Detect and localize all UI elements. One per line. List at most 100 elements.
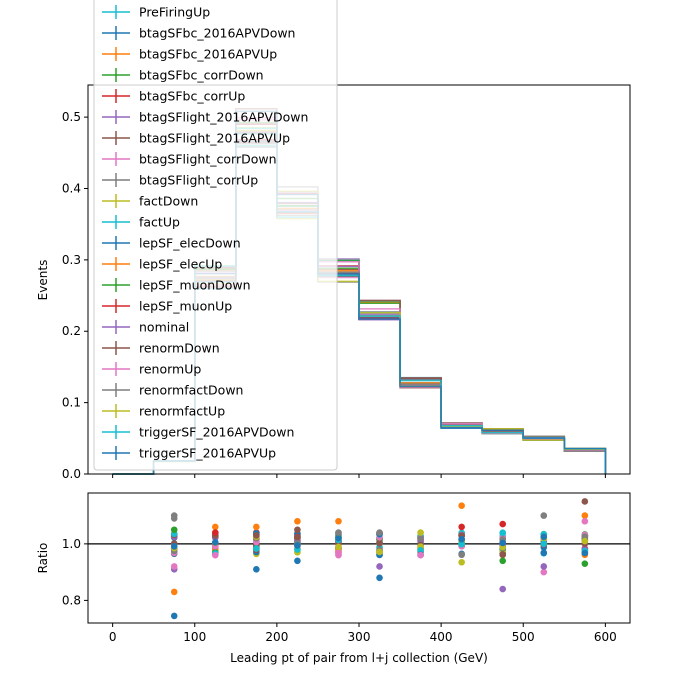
legend-entry: btagSFbc_corrDown	[102, 68, 264, 83]
ratio-point	[417, 534, 424, 542]
legend-box	[93, 0, 338, 471]
ratio-panel-axes: 0 100 200 300 400 500 600 0.8 1.0	[62, 537, 617, 644]
x-tick-label: 0	[109, 630, 117, 644]
legend-label: lepSF_muonDown	[139, 278, 251, 293]
legend-label: btagSFbc_corrUp	[139, 89, 245, 104]
top-y-axis-label: Events	[36, 260, 50, 301]
legend-entry: triggerSF_2016APVDown	[102, 425, 294, 440]
top-y-tick-label: 0.5	[62, 110, 81, 124]
ratio-point	[294, 526, 301, 534]
ratio-axes-frame	[87, 492, 631, 624]
top-panel-axes: 0.0 0.1 0.2 0.3 0.4 0.5	[62, 110, 606, 481]
ratio-y-axis-label: Ratio	[36, 543, 50, 574]
ratio-point	[458, 535, 465, 543]
legend: PreFiringUp btagSFbc_2016APVDown btagSFbc_…	[93, 0, 338, 471]
legend-label: PreFiringUp	[139, 5, 210, 20]
legend-entry: triggerSF_2016APVUp	[102, 446, 276, 461]
ratio-point	[417, 551, 424, 559]
legend-entry: renormUp	[102, 362, 201, 377]
legend-label: nominal	[139, 320, 189, 335]
legend-label: btagSFlight_2016APVDown	[139, 110, 308, 125]
x-tick-label: 600	[594, 630, 617, 644]
legend-label: btagSFlight_2016APVUp	[139, 131, 290, 146]
ratio-y-tick-label: 0.8	[62, 593, 81, 607]
legend-label: triggerSF_2016APVDown	[139, 425, 294, 440]
ratio-point	[499, 557, 507, 565]
legend-label: renormfactDown	[139, 383, 243, 398]
legend-label: btagSFbc_corrDown	[139, 68, 264, 83]
ratio-point	[253, 545, 260, 552]
ratio-point	[499, 585, 507, 593]
ratio-point	[211, 539, 219, 546]
legend-entry: btagSFlight_2016APVUp	[102, 131, 290, 146]
ratio-point	[170, 563, 178, 570]
ratio-point	[499, 551, 507, 558]
ratio-point	[376, 540, 383, 547]
ratio-point	[458, 558, 465, 566]
ratio-point	[170, 526, 178, 534]
ratio-point	[458, 540, 465, 548]
ratio-point	[211, 529, 219, 536]
ratio-point	[540, 540, 548, 548]
ratio-point	[581, 537, 589, 545]
ratio-panel-data	[88, 498, 630, 620]
ratio-point	[211, 523, 219, 531]
legend-label: lepSF_elecUp	[139, 257, 222, 272]
ratio-point	[170, 588, 178, 596]
ratio-point	[458, 523, 465, 531]
legend-label: lepSF_elecDown	[139, 236, 241, 251]
ratio-point	[253, 523, 260, 531]
ratio-y-tick-label: 1.0	[62, 537, 81, 551]
ratio-point	[253, 566, 260, 573]
ratio-point	[335, 517, 342, 525]
legend-label: factDown	[139, 194, 198, 209]
legend-entry: lepSF_elecUp	[102, 257, 222, 272]
legend-entry: renormfactUp	[102, 404, 225, 419]
ratio-point	[335, 529, 342, 536]
ratio-point	[540, 533, 548, 541]
ratio-point	[253, 532, 260, 539]
top-y-tick-label: 0.1	[62, 396, 81, 410]
ratio-point	[417, 547, 424, 554]
ratio-point	[540, 563, 548, 570]
ratio-point	[335, 543, 342, 551]
legend-entry: btagSFbc_corrUp	[102, 89, 245, 104]
ratio-point	[376, 563, 383, 570]
ratio-point	[581, 512, 589, 519]
legend-label: btagSFlight_corrDown	[139, 152, 277, 167]
legend-entry: lepSF_muonDown	[102, 278, 251, 293]
ratio-point	[540, 549, 548, 557]
ratio-point	[335, 551, 342, 559]
legend-label: renormfactUp	[139, 404, 225, 419]
ratio-point	[376, 548, 383, 556]
legend-entry: btagSFbc_2016APVDown	[102, 26, 295, 41]
ratio-point	[211, 551, 219, 559]
legend-entry: btagSFlight_corrDown	[102, 152, 277, 167]
ratio-point	[417, 529, 424, 536]
ratio-point	[376, 529, 383, 536]
ratio-point	[458, 551, 465, 559]
legend-entry: PreFiringUp	[102, 5, 210, 20]
legend-entry: btagSFlight_2016APVDown	[102, 110, 308, 125]
legend-label: btagSFbc_2016APVUp	[139, 47, 277, 62]
legend-entry: btagSFbc_2016APVUp	[102, 47, 277, 62]
legend-entry: nominal	[102, 320, 189, 335]
x-axis-label: Leading pt of pair from l+j collection (…	[230, 651, 488, 665]
x-tick-label: 100	[183, 630, 206, 644]
ratio-point	[499, 520, 507, 528]
ratio-point	[499, 529, 507, 536]
legend-label: lepSF_muonUp	[139, 299, 232, 314]
ratio-point	[170, 612, 178, 620]
legend-entry: factDown	[102, 194, 198, 209]
ratio-point	[581, 549, 589, 557]
x-tick-label: 200	[265, 630, 288, 644]
legend-entry: lepSF_muonUp	[102, 299, 232, 314]
ratio-point	[581, 560, 589, 567]
legend-label: factUp	[139, 215, 180, 230]
top-y-tick-label: 0.0	[62, 467, 81, 481]
ratio-point	[294, 542, 301, 549]
legend-entry: renormDown	[102, 341, 220, 356]
ratio-point	[499, 539, 507, 547]
ratio-point	[294, 517, 301, 525]
